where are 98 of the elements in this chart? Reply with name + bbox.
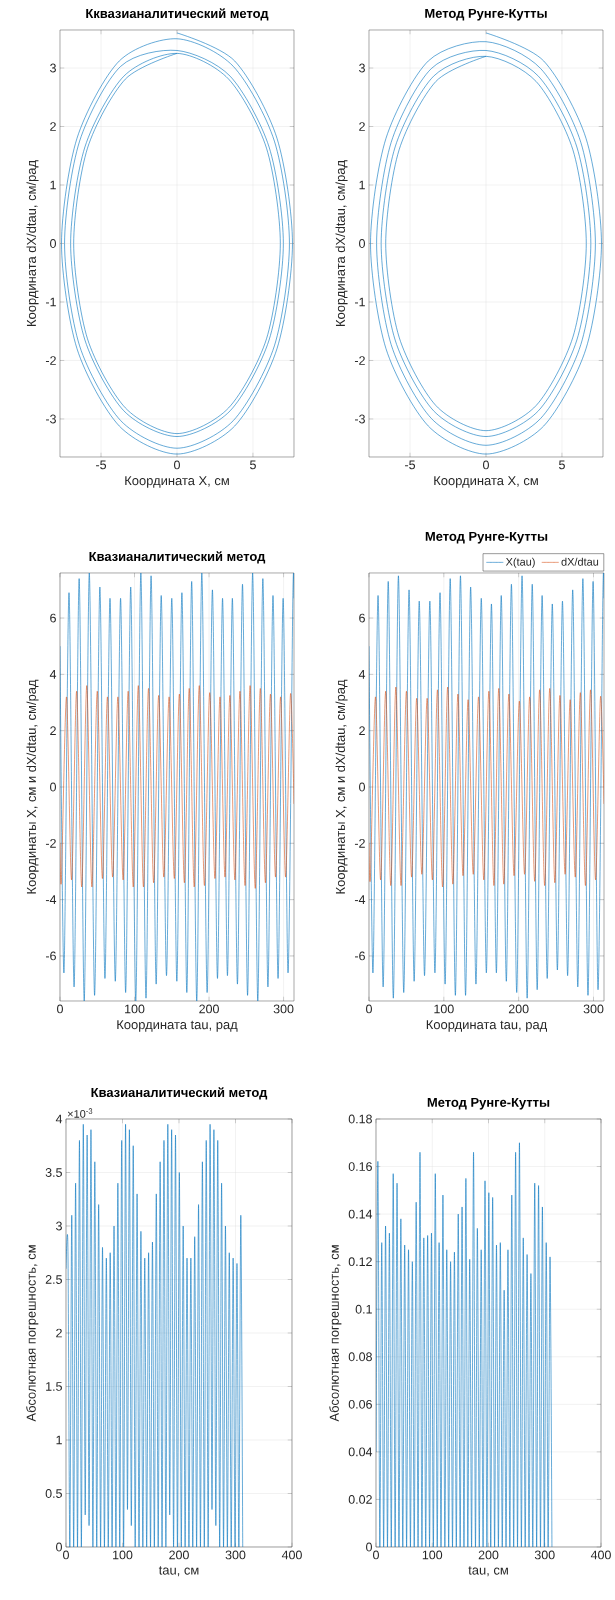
y-tick-label: 0	[359, 239, 366, 248]
y-tick-label: -2	[46, 838, 56, 848]
line-series	[369, 686, 605, 888]
x-tick-label: 5	[559, 460, 566, 470]
x-axis-title: Координата tau, рад	[117, 1020, 238, 1032]
y-axis-title: Координаты X, см и dX/dtau, см/рад	[335, 679, 348, 894]
x-axis-title: tau, см	[159, 1566, 199, 1577]
y-tick-label: 0.18	[348, 1114, 373, 1124]
y-tick-label: -2	[46, 356, 56, 365]
x-tick-label: 200	[509, 1004, 529, 1014]
y-axis-title: Координата dX/dtau, см/рад	[26, 160, 39, 326]
x-tick-label: 100	[434, 1004, 454, 1014]
line-series	[61, 32, 293, 455]
line-series	[60, 572, 295, 1001]
chart-title: Метод Рунге-Кутты	[425, 8, 547, 21]
x-tick-label: -5	[96, 460, 107, 470]
y-tick-label: 1.5	[46, 1382, 63, 1391]
y-tick-label: 0	[50, 239, 57, 248]
x-tick-label: -5	[405, 460, 416, 470]
x-tick-label: 0	[373, 1550, 380, 1560]
y-tick-label: 4	[55, 1114, 63, 1124]
y-tick-label: 1	[359, 180, 366, 190]
y-tick-label: 2	[50, 726, 56, 736]
y-tick-label: -4	[46, 895, 57, 904]
x-tick-label: 200	[199, 1004, 220, 1014]
y-tick-label: -6	[46, 951, 57, 961]
y-tick-label: 1	[50, 180, 57, 190]
y-axis-title: Абсолютная погрешность, см	[329, 1245, 342, 1422]
chart-title: Квазианалитический метод	[89, 551, 266, 564]
y-tick-label: 0.12	[348, 1257, 372, 1267]
text: ×10$^{-3}$	[68, 1108, 93, 1118]
y-tick-label: 0.08	[348, 1352, 373, 1362]
x-tick-label: 300	[583, 1004, 604, 1014]
y-tick-label: 2	[359, 726, 365, 736]
y-tick-label: 0.14	[348, 1209, 373, 1219]
y-tick-label: 0	[56, 1542, 63, 1552]
y-tick-label: 4	[358, 670, 366, 679]
y-tick-label: 0.1	[355, 1304, 373, 1314]
y-tick-label: 2	[56, 1328, 62, 1338]
y-tick-label: 0.16	[348, 1162, 373, 1171]
line-series	[66, 1124, 244, 1547]
y-axis-title: Координаты X, см и dX/dtau, см/рад	[26, 679, 39, 894]
y-tick-label: 0	[366, 1542, 373, 1552]
x-axis-title: Координата X, см	[125, 476, 229, 488]
y-tick-label: -6	[355, 951, 366, 961]
x-tick-label: 300	[273, 1004, 294, 1014]
y-tick-label: 3	[359, 63, 366, 73]
x-tick-label: 0	[174, 460, 181, 470]
y-tick-label: 0.5	[45, 1489, 63, 1498]
y-tick-label: 0.04	[348, 1447, 373, 1457]
y-tick-label: -1	[46, 297, 57, 307]
x-tick-label: 400	[591, 1550, 612, 1560]
y-tick-label: 3	[50, 63, 57, 73]
x-axis-title: tau, см	[468, 1566, 509, 1577]
x-tick-label: 5	[250, 460, 257, 470]
x-tick-label: 300	[225, 1550, 246, 1560]
y-tick-label: 6	[50, 613, 57, 623]
y-tick-label: -4	[355, 895, 366, 904]
y-tick-label: 2	[359, 122, 365, 131]
y-tick-label: 0.06	[348, 1399, 373, 1409]
x-tick-label: 200	[169, 1550, 190, 1560]
y-tick-label: -2	[355, 838, 365, 848]
y-tick-label: -3	[46, 414, 57, 424]
x-tick-label: 400	[282, 1550, 303, 1560]
line-series	[369, 575, 605, 999]
y-tick-label: 0	[50, 782, 57, 792]
y-tick-label: 0	[359, 782, 366, 792]
x-axis-title: Координата X, см	[434, 476, 538, 488]
chart-title: Кквазианалитический метод	[86, 8, 269, 21]
x-tick-label: 0	[63, 1550, 70, 1560]
y-tick-label: 3.5	[45, 1168, 63, 1177]
x-tick-label: 300	[534, 1550, 555, 1560]
y-tick-label: -2	[355, 356, 365, 365]
y-tick-label: 0.02	[348, 1495, 372, 1504]
x-tick-label: 200	[478, 1550, 499, 1560]
legend-label: X(tau)	[506, 557, 535, 568]
y-tick-label: 4	[49, 670, 57, 679]
y-axis-title: Координата dX/dtau, см/рад	[335, 160, 348, 326]
chart-title: Метод Рунге-Кутты	[425, 531, 548, 544]
x-tick-label: 0	[483, 460, 490, 470]
y-tick-label: 6	[359, 613, 366, 623]
chart-title: Квазианалитический метод	[91, 1087, 268, 1100]
y-axis-title: Абсолютная погрешность, см	[26, 1245, 39, 1422]
x-axis-title: Координата tau, рад	[426, 1020, 548, 1032]
y-tick-label: -3	[355, 414, 366, 424]
y-tick-label: -1	[355, 297, 366, 307]
line-series	[376, 1142, 553, 1547]
x-tick-label: 100	[422, 1550, 443, 1560]
legend-label: dX/dtau	[561, 557, 599, 566]
y-tick-label: 3	[56, 1221, 63, 1231]
y-tick-label: 1	[56, 1435, 63, 1445]
y-tick-label: 2	[50, 122, 56, 131]
line-series	[60, 685, 295, 889]
y-tick-label: 2.5	[45, 1275, 63, 1284]
x-tick-label: 100	[125, 1004, 145, 1014]
chart-title: Метод Рунге-Кутты	[427, 1097, 550, 1110]
x-tick-label: 100	[113, 1550, 133, 1560]
line-series	[370, 32, 602, 455]
